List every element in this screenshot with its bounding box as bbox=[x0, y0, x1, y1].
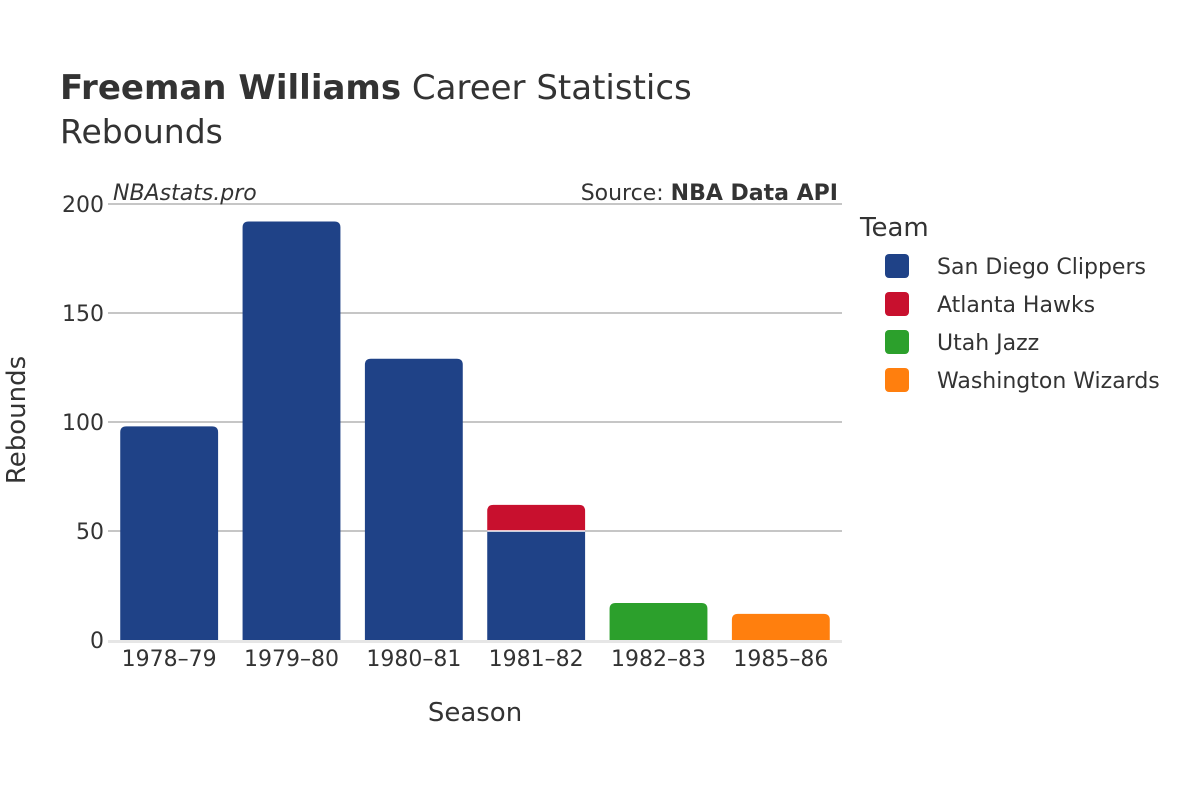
bar-segment bbox=[242, 221, 341, 640]
chart-subtitle: Rebounds bbox=[60, 112, 223, 151]
chart-title-rest: Career Statistics bbox=[401, 68, 692, 108]
y-tick-label: 100 bbox=[62, 411, 104, 436]
y-tick-label: 200 bbox=[62, 193, 104, 218]
bar-segment bbox=[731, 613, 830, 640]
chart-title: Freeman Williams Career Statistics bbox=[60, 66, 692, 110]
bar-segment bbox=[120, 426, 219, 640]
legend-title: Team bbox=[859, 213, 929, 243]
bars bbox=[120, 221, 830, 640]
legend-swatch bbox=[885, 330, 909, 354]
bar-segment bbox=[487, 531, 586, 640]
source-prefix: Source: bbox=[581, 181, 671, 206]
legend-label: Washington Wizards bbox=[937, 369, 1160, 394]
y-axis-title: Rebounds bbox=[2, 356, 32, 484]
legend-swatch bbox=[885, 254, 909, 278]
bar-segment bbox=[487, 504, 586, 531]
bar-segment bbox=[364, 358, 463, 640]
x-tick-label: 1982–83 bbox=[611, 647, 706, 672]
y-axis-ticks: 0 50 100 150 200 bbox=[62, 193, 104, 654]
bar-segment bbox=[609, 602, 708, 640]
source-name: NBA Data API bbox=[671, 181, 838, 206]
x-tick-label: 1981–82 bbox=[489, 647, 584, 672]
y-tick-label: 0 bbox=[90, 629, 104, 654]
legend-swatch bbox=[885, 368, 909, 392]
x-tick-label: 1980–81 bbox=[366, 647, 461, 672]
y-tick-label: 150 bbox=[62, 302, 104, 327]
legend-label: Utah Jazz bbox=[937, 331, 1039, 356]
x-tick-label: 1985–86 bbox=[733, 647, 828, 672]
site-credit: NBAstats.pro bbox=[113, 181, 257, 206]
gridlines bbox=[108, 203, 842, 643]
legend: San Diego Clippers Atlanta Hawks Utah Jazz… bbox=[885, 254, 1160, 394]
x-axis-title: Season bbox=[428, 698, 522, 728]
legend-label: Atlanta Hawks bbox=[937, 293, 1095, 318]
x-tick-label: 1979–80 bbox=[244, 647, 339, 672]
legend-swatch bbox=[885, 292, 909, 316]
y-tick-label: 50 bbox=[76, 520, 104, 545]
chart-title-player: Freeman Williams bbox=[60, 68, 402, 108]
source-credit: Source: NBA Data API bbox=[581, 181, 838, 206]
x-tick-label: 1978–79 bbox=[122, 647, 217, 672]
legend-label: San Diego Clippers bbox=[937, 255, 1146, 280]
x-axis-ticks: 1978–79 1979–80 1980–81 1981–82 1982–83 1985–… bbox=[122, 647, 829, 672]
